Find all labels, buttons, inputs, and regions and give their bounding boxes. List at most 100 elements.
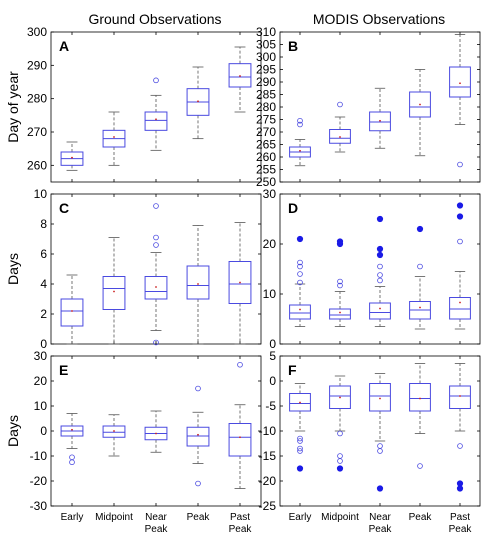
y-tick-label: -10 xyxy=(259,424,277,438)
panel-label: A xyxy=(59,38,69,54)
box-3 xyxy=(144,203,168,346)
y-tick-label: -20 xyxy=(259,474,277,488)
y-tick-label: 305 xyxy=(256,38,276,52)
outlier xyxy=(337,458,343,464)
box-iqr xyxy=(102,425,126,438)
mean-marker xyxy=(113,136,115,138)
outlier-filled xyxy=(296,465,304,472)
panel-label: E xyxy=(59,362,68,378)
column-title-ground: Ground Observations xyxy=(88,11,221,27)
box-2 xyxy=(102,111,126,166)
x-tick-label: Peak xyxy=(187,512,211,523)
x-tick-label: Peak xyxy=(449,524,473,535)
outlier-filled xyxy=(416,225,424,233)
y-tick-label: 10 xyxy=(263,287,277,301)
outlier xyxy=(297,438,303,444)
mean-marker xyxy=(339,396,341,399)
outlier xyxy=(337,278,343,285)
y-tick-label: 0 xyxy=(40,337,47,351)
box-iqr xyxy=(186,426,210,447)
box-3 xyxy=(369,215,391,327)
x-tick-label: Midpoint xyxy=(321,512,359,523)
outlier xyxy=(153,339,159,346)
y-tick-label: 10 xyxy=(34,187,48,201)
box-3 xyxy=(144,410,168,453)
box-iqr xyxy=(409,383,431,412)
y-tick-label: 270 xyxy=(256,125,276,139)
box-2 xyxy=(329,238,351,327)
mean-marker xyxy=(197,433,199,436)
x-tick-label: Past xyxy=(450,512,470,523)
outlier xyxy=(153,242,159,248)
mean-marker xyxy=(419,397,421,400)
box-iqr xyxy=(144,276,168,300)
y-tick-label: -5 xyxy=(265,399,276,413)
outlier xyxy=(337,430,343,437)
box-iqr xyxy=(102,276,126,310)
mean-marker xyxy=(419,103,421,106)
y-tick-label: -25 xyxy=(259,499,277,513)
outlier xyxy=(69,454,75,461)
outlier-filled xyxy=(376,215,384,223)
outlier xyxy=(297,448,303,454)
box-2 xyxy=(102,237,126,345)
mean-marker xyxy=(71,156,73,159)
x-tick-label: Near xyxy=(369,512,391,523)
mean-marker xyxy=(339,311,341,314)
box-4 xyxy=(409,225,431,330)
y-tick-label: 275 xyxy=(256,113,276,127)
box-4 xyxy=(186,66,210,140)
mean-marker xyxy=(339,136,341,138)
outlier-filled xyxy=(456,202,464,209)
x-tick-label: Peak xyxy=(229,524,253,535)
outlier xyxy=(417,263,423,270)
y-tick-label: 255 xyxy=(256,163,276,177)
x-tick-label: Early xyxy=(61,512,84,523)
outlier xyxy=(69,459,75,466)
outlier xyxy=(153,234,159,241)
x-tick-label: Peak xyxy=(409,512,433,523)
panel-d: 0 10 20 30 D xyxy=(263,187,481,351)
x-tick-label: Midpoint xyxy=(95,512,133,523)
box-1 xyxy=(60,413,84,466)
box-1 xyxy=(289,235,311,327)
mean-marker xyxy=(239,75,241,77)
outlier-filled xyxy=(456,213,464,220)
outlier xyxy=(153,203,159,209)
mean-marker xyxy=(379,397,381,400)
x-tick-label: Early xyxy=(289,512,312,523)
mean-marker xyxy=(113,290,115,293)
column-title-modis: MODIS Observations xyxy=(313,11,445,27)
outlier xyxy=(377,448,383,454)
mean-marker xyxy=(155,286,157,288)
box-1 xyxy=(60,141,84,171)
box-iqr xyxy=(329,129,351,144)
outlier xyxy=(377,443,383,449)
outlier xyxy=(297,445,303,452)
y-tick-label: 10 xyxy=(34,399,48,413)
box-iqr xyxy=(329,385,351,409)
box-iqr xyxy=(329,308,351,320)
box-iqr xyxy=(186,265,210,300)
box-2 xyxy=(329,101,351,153)
y-axis-label: Days xyxy=(5,253,21,285)
y-tick-label: 8 xyxy=(40,217,47,231)
outlier-filled xyxy=(456,485,464,492)
box-iqr xyxy=(228,423,252,457)
y-tick-label: 0 xyxy=(269,374,276,388)
mean-marker xyxy=(239,281,241,284)
y-tick-label: 2 xyxy=(40,307,47,321)
box-1 xyxy=(289,117,311,167)
box-5 xyxy=(228,46,252,113)
y-tick-label: 280 xyxy=(27,92,47,106)
y-axis-label: Day of year xyxy=(5,71,21,143)
y-tick-label: 285 xyxy=(256,88,276,102)
y-axis-label: Days xyxy=(5,415,21,447)
outlier-filled xyxy=(456,480,464,487)
outlier xyxy=(337,282,343,289)
box-iqr xyxy=(449,385,471,409)
outlier xyxy=(297,279,303,286)
panel-c: 0 2 4 6 8 10 C Days xyxy=(5,187,262,351)
